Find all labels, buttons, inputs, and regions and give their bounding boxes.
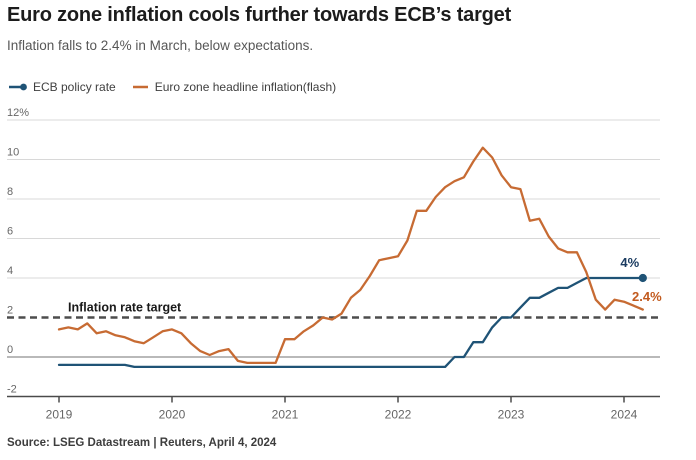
y-tick-label: 12% [7, 107, 29, 119]
page-title: Euro zone inflation cools further toward… [7, 4, 512, 26]
x-tick-label: 2019 [46, 408, 73, 422]
x-tick-label: 2020 [159, 408, 186, 422]
series-line-0 [57, 276, 644, 369]
series-end-label-1: 2.4% [632, 289, 662, 304]
legend-item-0: ECB policy rate [8, 80, 116, 94]
y-tick-label: -2 [7, 384, 17, 396]
y-tick-label: 10 [7, 147, 19, 159]
legend-item-1: Euro zone headline inflation(flash) [132, 80, 336, 94]
x-tick-label: 2024 [611, 408, 638, 422]
y-tick-label: 2 [7, 305, 13, 317]
y-tick-label: 8 [7, 186, 13, 198]
series-end-dot [638, 273, 647, 283]
source-note: Source: LSEG Datastream | Reuters, April… [7, 437, 277, 449]
legend: ECB policy rate Euro zone headline inflat… [8, 80, 336, 94]
y-tick-label: 4 [7, 265, 13, 277]
chart-subtitle: Inflation falls to 2.4% in March, below … [7, 38, 314, 53]
x-tick-label: 2023 [498, 408, 525, 422]
legend-line-dot-icon [9, 83, 27, 91]
legend-label: Euro zone headline inflation(flash) [154, 80, 337, 94]
x-tick-label: 2021 [272, 408, 299, 422]
legend-line-icon [132, 85, 148, 89]
x-tick-label: 2022 [385, 408, 412, 422]
y-tick-label: 6 [7, 226, 13, 238]
legend-label: ECB policy rate [33, 80, 116, 94]
series-line-1 [57, 146, 644, 365]
series-end-label-0: 4% [620, 255, 639, 270]
target-label: Inflation rate target [68, 301, 182, 315]
y-tick-label: 0 [7, 344, 13, 356]
